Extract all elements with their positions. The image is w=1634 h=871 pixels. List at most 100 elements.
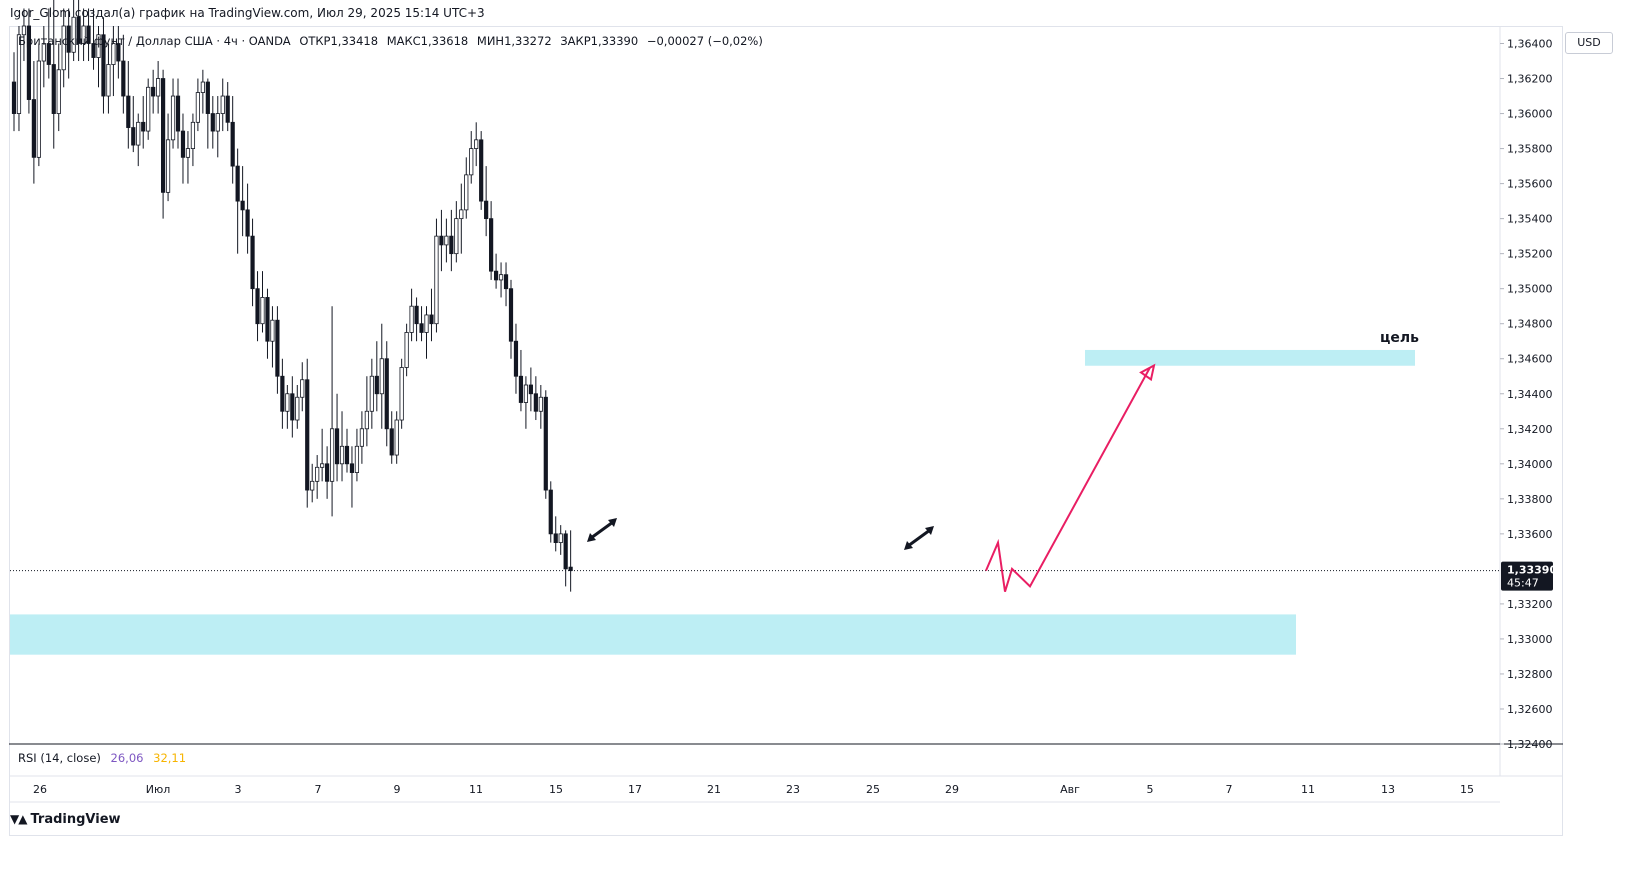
symbol-legend: Британский фунт / Доллар США · 4ч · OAND… xyxy=(18,34,768,48)
double-arrow-icon xyxy=(587,518,617,542)
candle-down xyxy=(275,319,280,377)
candle-down xyxy=(91,43,96,58)
rsi-value: 26,06 xyxy=(110,751,144,765)
time-tick-label: 21 xyxy=(707,783,721,796)
candle-up xyxy=(409,305,414,333)
candle-up xyxy=(170,95,176,141)
rsi-legend: RSI (14, close) 26,06 32,11 xyxy=(18,751,186,765)
legend-high: МАКС1,33618 xyxy=(386,34,469,48)
candle-down xyxy=(240,200,245,211)
candle-down xyxy=(66,25,71,53)
candle-up xyxy=(41,43,46,62)
candle-down xyxy=(280,375,285,412)
candle-down xyxy=(230,121,235,167)
time-tick-label: Авг xyxy=(1060,783,1080,796)
candle-down xyxy=(553,533,558,544)
candle-up xyxy=(36,60,41,158)
zone-rect xyxy=(1085,349,1415,366)
candle-down xyxy=(290,393,295,421)
candle-up xyxy=(56,69,61,114)
candle-up xyxy=(538,396,543,412)
price-tick-label: 1,35000 xyxy=(1507,283,1553,296)
candle-up xyxy=(444,235,449,246)
time-tick-label: 17 xyxy=(628,783,642,796)
symbol-name[interactable]: Британский фунт / Доллар США · 4ч · OAND… xyxy=(18,34,291,48)
candle-up xyxy=(369,375,374,412)
candles-layer xyxy=(11,0,573,592)
candle-up xyxy=(464,174,469,211)
candle-down xyxy=(265,297,270,342)
time-tick-label: 7 xyxy=(315,783,322,796)
projection-path xyxy=(985,367,1151,592)
candle-down xyxy=(563,533,568,570)
candle-up xyxy=(339,445,345,465)
time-tick-label: 25 xyxy=(866,783,880,796)
candle-up xyxy=(136,121,141,146)
candle-up xyxy=(424,314,429,333)
price-axis[interactable]: 1,36400 1,36200 1,36000 1,35800 1,35600 1,354… xyxy=(1500,38,1557,751)
candle-down xyxy=(180,130,186,158)
price-tick-label: 1,33200 xyxy=(1507,598,1553,611)
candle-down xyxy=(255,288,260,325)
candle-down xyxy=(384,358,389,430)
candle-down xyxy=(160,78,166,193)
legend-close: ЗАКР1,33390 xyxy=(560,34,639,48)
candle-up xyxy=(195,92,200,123)
candle-up xyxy=(523,384,529,403)
time-tick-label: 26 xyxy=(33,783,47,796)
time-tick-label: 15 xyxy=(1460,783,1474,796)
candle-down xyxy=(419,323,424,333)
candle-down xyxy=(568,566,573,572)
candle-up xyxy=(474,139,479,149)
candle-down xyxy=(151,86,156,97)
price-tick-label: 1,35600 xyxy=(1507,178,1553,191)
candle-down xyxy=(235,165,240,202)
last-price-label: 1,33390 xyxy=(1507,564,1557,577)
candle-down xyxy=(31,99,36,158)
candle-up xyxy=(71,16,76,53)
candle-down xyxy=(325,463,330,482)
candle-up xyxy=(354,445,360,473)
time-axis[interactable]: 26 Июл 3 7 9 11 15 17 21 23 25 29 Авг 5 7 11 13 15 xyxy=(33,783,1474,796)
candle-down xyxy=(489,218,494,272)
tradingview-logo-icon: ▼▲ xyxy=(10,812,27,826)
candle-up xyxy=(190,121,196,149)
candle-up xyxy=(61,25,66,71)
currency-button[interactable]: USD xyxy=(1565,32,1613,54)
candle-down xyxy=(389,428,394,456)
candle-up xyxy=(215,113,220,132)
price-tick-label: 1,34000 xyxy=(1507,458,1553,471)
tradingview-logo[interactable]: ▼▲ TradingView xyxy=(10,812,121,827)
last-price-badge xyxy=(1501,561,1553,591)
candle-up xyxy=(459,209,464,220)
time-tick-label: 29 xyxy=(945,783,959,796)
candle-down xyxy=(508,288,514,342)
candle-down xyxy=(414,305,419,325)
candle-down xyxy=(11,81,17,114)
time-tick-label: 5 xyxy=(1147,783,1154,796)
legend-open: ОТКР1,33418 xyxy=(299,34,379,48)
arrow-shaft xyxy=(590,520,614,540)
candle-down xyxy=(518,375,524,403)
rsi-ma-value: 32,11 xyxy=(153,751,187,765)
target-label: цель xyxy=(1380,330,1419,346)
candle-up xyxy=(315,466,320,482)
candle-up xyxy=(111,43,116,65)
time-tick-label: 7 xyxy=(1226,783,1233,796)
candle-down xyxy=(484,200,489,220)
arrow-head-up xyxy=(925,526,934,535)
candle-up xyxy=(285,393,290,412)
price-tick-label: 1,32800 xyxy=(1507,668,1553,681)
candle-down xyxy=(51,64,56,114)
rsi-name[interactable]: RSI (14, close) xyxy=(18,751,101,765)
candle-down xyxy=(116,43,121,62)
zones-layer xyxy=(10,349,1415,655)
candle-up xyxy=(310,480,315,491)
candle-up xyxy=(434,235,439,325)
price-tick-label: 1,33600 xyxy=(1507,528,1553,541)
candle-down xyxy=(175,95,181,132)
candle-up xyxy=(270,319,275,342)
price-tick-label: 1,35200 xyxy=(1507,248,1553,261)
legend-change: −0,00027 (−0,02%) xyxy=(646,34,763,48)
